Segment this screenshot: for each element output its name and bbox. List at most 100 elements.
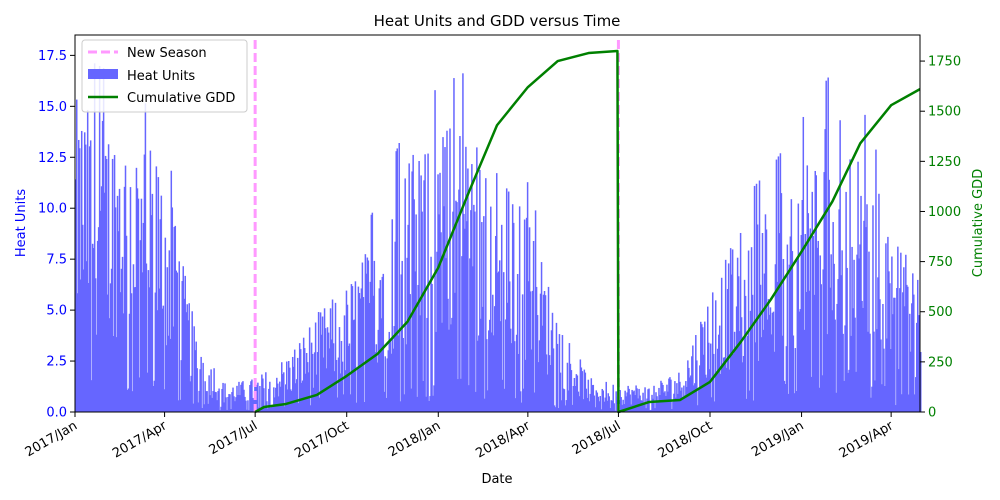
heat-unit-bar <box>627 385 629 412</box>
heat-unit-bar <box>462 73 464 412</box>
heat-unit-bar <box>219 410 221 412</box>
heat-unit-bar <box>359 298 362 412</box>
heat-unit-bar <box>835 392 837 412</box>
heat-unit-bar <box>401 260 403 412</box>
heat-unit-bar <box>524 359 527 412</box>
heat-unit-bar <box>698 388 700 412</box>
heat-unit-bar <box>355 402 358 412</box>
heat-unit-bar <box>541 325 544 412</box>
heat-unit-bar <box>406 257 408 412</box>
heat-unit-bar <box>658 387 660 412</box>
heat-unit-bar <box>882 303 884 412</box>
heat-unit-bar <box>693 385 695 412</box>
heat-unit-bar <box>534 210 537 412</box>
heat-unit-bar <box>353 319 356 412</box>
heat-unit-bar <box>566 362 569 412</box>
heat-unit-bar <box>496 173 498 412</box>
heat-unit-bar <box>185 312 187 412</box>
heat-unit-bar <box>332 343 335 412</box>
heat-unit-bar <box>371 212 374 412</box>
heat-unit-bar <box>153 380 156 412</box>
heat-unit-bar <box>260 408 262 412</box>
heat-unit-bar <box>530 349 533 412</box>
heat-unit-bar <box>741 362 744 412</box>
heat-unit-bar <box>436 251 438 412</box>
heat-unit-bar <box>318 397 321 412</box>
heat-unit-bar <box>418 161 420 412</box>
heat-unit-bar <box>179 399 182 412</box>
heat-unit-bar <box>170 170 173 412</box>
heat-unit-bar <box>82 269 85 412</box>
heat-unit-bar <box>212 391 214 412</box>
heat-unit-bar <box>644 387 646 412</box>
heat-unit-bar <box>580 367 583 412</box>
heat-unit-bar <box>889 283 891 412</box>
heat-unit-bar <box>578 396 581 412</box>
heat-unit-bar <box>769 307 772 412</box>
heat-unit-bar <box>581 371 584 412</box>
heat-unit-bar <box>90 380 93 412</box>
heat-unit-bar <box>915 377 917 412</box>
heat-unit-bar <box>645 408 647 412</box>
heat-unit-bar <box>726 289 729 412</box>
heat-unit-bar <box>410 388 412 412</box>
heat-unit-bar <box>732 353 735 412</box>
heat-unit-bar <box>87 283 90 412</box>
heat-unit-bar <box>176 272 179 412</box>
heat-unit-bar <box>460 378 462 412</box>
plot-frame <box>74 34 921 413</box>
heat-unit-bar <box>535 286 538 412</box>
heat-unit-bar <box>130 293 133 412</box>
heat-unit-bar <box>610 400 612 412</box>
heat-unit-bar <box>218 388 220 412</box>
heat-unit-bar <box>81 224 84 412</box>
heat-unit-bar <box>438 214 440 412</box>
heat-unit-bar <box>778 233 781 412</box>
heat-unit-bar <box>479 169 481 412</box>
heat-unit-bar <box>105 159 108 412</box>
heat-unit-bar <box>825 80 827 412</box>
heat-unit-bar <box>736 257 739 412</box>
heat-unit-bar <box>898 369 900 412</box>
heat-unit-bar <box>272 407 274 412</box>
right-y-axis-label: Cumulative GDD <box>971 169 986 277</box>
heat-unit-bar <box>716 348 719 412</box>
heat-unit-bar <box>245 400 247 412</box>
heat-unit-bar <box>714 300 717 412</box>
heat-unit-bar <box>629 394 631 412</box>
heat-unit-bar <box>252 397 254 412</box>
heat-unit-bar <box>858 258 860 412</box>
heat-unit-bar <box>391 219 393 412</box>
heat-unit-bar <box>788 264 791 412</box>
heat-unit-bar <box>819 255 821 412</box>
heat-unit-bar <box>346 304 349 412</box>
heat-unit-bar <box>751 294 754 412</box>
heat-unit-bar <box>909 313 911 412</box>
heat-unit-bar <box>99 210 102 412</box>
heat-unit-bar <box>669 377 671 412</box>
heat-unit-bar <box>910 351 912 412</box>
heat-unit-bar <box>555 322 558 412</box>
heat-unit-bar <box>880 339 882 412</box>
left-y-tick-label: 5.0 <box>46 304 67 319</box>
heat-unit-bar <box>197 402 199 412</box>
right-y-axis: 0 250 500 750 1000 1250 1500 1750 <box>920 55 961 421</box>
heat-unit-bar <box>387 350 390 412</box>
heat-unit-bar <box>404 178 406 412</box>
heat-unit-bar <box>668 378 670 412</box>
heat-unit-bar <box>292 366 295 412</box>
heat-unit-bar <box>509 328 512 412</box>
heat-unit-bar <box>894 297 896 412</box>
heat-unit-bar <box>528 227 531 412</box>
left-y-axis: 0.0 2.5 5.0 7.5 10.0 12.5 15.0 17.5 <box>38 49 75 421</box>
heat-unit-bar <box>196 368 198 412</box>
heat-unit-bar <box>469 258 471 412</box>
heat-unit-bar <box>256 384 258 412</box>
left-y-tick-label: 2.5 <box>46 355 67 370</box>
heat-unit-bar <box>193 326 195 412</box>
heat-unit-bar <box>366 257 369 412</box>
heat-unit-bar <box>738 331 741 412</box>
heat-unit-bar <box>543 291 546 412</box>
heat-unit-bar <box>670 379 672 412</box>
heat-unit-bar <box>104 155 107 412</box>
